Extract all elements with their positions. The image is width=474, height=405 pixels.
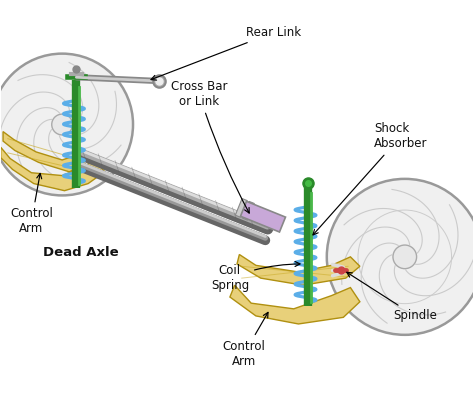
Text: Coil
Spring: Coil Spring — [211, 262, 300, 292]
Text: Rear Link: Rear Link — [151, 26, 301, 80]
Circle shape — [0, 53, 133, 195]
Text: Spindle: Spindle — [347, 272, 437, 322]
Text: Shock
Absorber: Shock Absorber — [313, 122, 428, 235]
Polygon shape — [3, 132, 86, 172]
Polygon shape — [230, 285, 360, 324]
Text: Dead Axle: Dead Axle — [43, 245, 119, 259]
Text: Control
Arm: Control Arm — [223, 312, 268, 368]
FancyBboxPatch shape — [242, 201, 255, 220]
FancyBboxPatch shape — [240, 201, 285, 232]
Polygon shape — [237, 254, 360, 285]
Circle shape — [327, 179, 474, 335]
Text: Control
Arm: Control Arm — [10, 173, 53, 235]
Circle shape — [393, 245, 417, 269]
Text: Cross Bar
or Link: Cross Bar or Link — [171, 80, 249, 213]
Circle shape — [52, 114, 73, 135]
FancyBboxPatch shape — [235, 198, 247, 217]
Polygon shape — [0, 147, 105, 191]
